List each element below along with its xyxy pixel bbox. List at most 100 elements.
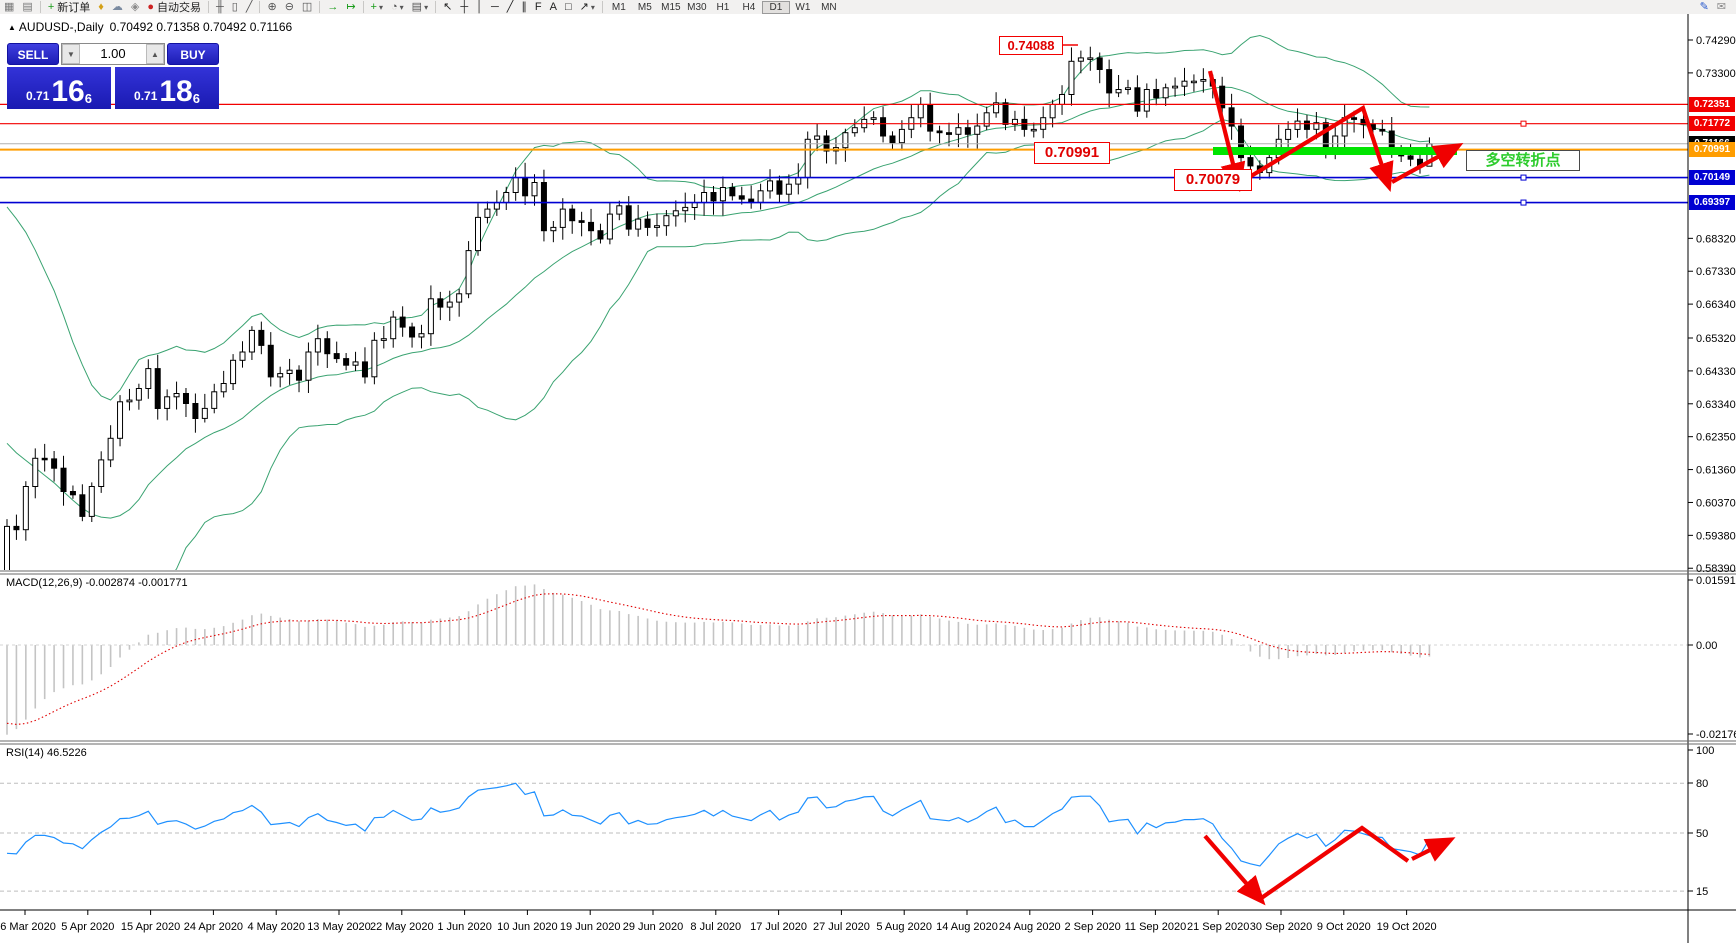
- shapes-icon: □: [564, 1, 572, 13]
- turning-point-annotation[interactable]: 多空转折点: [1466, 150, 1580, 171]
- cursor-button[interactable]: ↖: [439, 1, 456, 14]
- new-order-button[interactable]: + 新订单: [44, 1, 94, 14]
- line-chart-button[interactable]: ╱: [242, 1, 257, 14]
- sell-button[interactable]: SELL: [7, 43, 59, 65]
- timeframe-button-H4[interactable]: H4: [742, 1, 756, 13]
- chart-area[interactable]: 0.74290 0.73300 0.68320 0.67330 0.66340 0.653…: [0, 14, 1736, 943]
- candle-chart-button[interactable]: ▯: [228, 1, 242, 14]
- timeframe-button-M1[interactable]: M1: [611, 1, 626, 13]
- ohlc-values: 0.70492 0.71358 0.70492 0.71166: [109, 20, 293, 34]
- bar-chart-icon: ╫: [216, 1, 224, 13]
- fibonacci-button[interactable]: F: [531, 1, 546, 14]
- periods-icon: ◔: [391, 1, 398, 13]
- trend-arrow[interactable]: [1390, 142, 1464, 184]
- trend-arrow[interactable]: [1203, 834, 1266, 906]
- rsi-tick-label: 15: [1696, 886, 1708, 898]
- price-tick-label: 0.59380: [1696, 530, 1736, 542]
- volume-up-button[interactable]: ▲: [146, 44, 164, 64]
- periods-button[interactable]: ◔ ▾: [387, 1, 408, 14]
- auto-trading-button[interactable]: ● 自动交易: [143, 1, 205, 14]
- line-chart-icon: ╱: [245, 1, 253, 13]
- trend-arrow[interactable]: [1411, 837, 1456, 862]
- candle-body: [239, 351, 246, 361]
- text-label-button[interactable]: A: [546, 1, 561, 14]
- shapes-button[interactable]: □: [561, 1, 576, 14]
- auto-scroll-button[interactable]: →: [323, 1, 342, 14]
- candle-body: [898, 128, 905, 144]
- line-handle[interactable]: [1520, 174, 1527, 181]
- volume-stepper[interactable]: ▼ 1.00 ▲: [61, 43, 165, 65]
- templates-button[interactable]: ▤ ▾: [408, 1, 432, 14]
- timeframe-button-H1[interactable]: H1: [716, 1, 730, 13]
- price-tick-label: 0.63340: [1696, 399, 1736, 411]
- signal-button[interactable]: ◈: [127, 1, 143, 14]
- candle-body: [842, 132, 849, 149]
- candle-body: [1303, 120, 1310, 130]
- chat-button[interactable]: ✉: [1713, 1, 1730, 14]
- timeframe-button-W1[interactable]: W1: [795, 1, 811, 13]
- candle-body: [719, 187, 726, 202]
- quick-edit-button[interactable]: ✎: [1696, 1, 1713, 14]
- horizontal-line-button[interactable]: ─: [487, 1, 503, 14]
- date-tick-label: 19 Jun 2020: [560, 921, 621, 933]
- price-tick-label: 0.61360: [1696, 465, 1736, 477]
- candle-body: [1153, 89, 1160, 99]
- price-badge-pivot: 0.70991: [1689, 142, 1735, 158]
- timeframe-button-MN[interactable]: MN: [821, 1, 837, 13]
- gold-button[interactable]: ♦: [94, 1, 108, 14]
- candle-body: [1143, 89, 1150, 112]
- zoom-in-icon: ⊕: [267, 1, 277, 13]
- candle-body: [917, 104, 924, 119]
- buy-price-tile[interactable]: 0.71 18 6: [115, 67, 219, 109]
- indicators-button[interactable]: + ▾: [367, 1, 387, 14]
- date-tick-label: 19 Oct 2020: [1377, 921, 1437, 933]
- candle-body: [220, 383, 227, 393]
- low-price-annotation[interactable]: 0.70079: [1174, 169, 1252, 191]
- line-handle[interactable]: [1520, 199, 1527, 206]
- candle-body: [814, 135, 821, 140]
- candle-body: [672, 210, 679, 217]
- crosshair-button[interactable]: ┼: [456, 1, 472, 14]
- trend-arrow[interactable]: [1236, 104, 1394, 192]
- timeframe-button-M5[interactable]: M5: [637, 1, 652, 13]
- zoom-in-button[interactable]: ⊕: [263, 1, 280, 14]
- volume-input[interactable]: 1.00: [100, 46, 126, 61]
- volume-down-button[interactable]: ▼: [62, 44, 80, 64]
- buy-button[interactable]: BUY: [167, 43, 219, 65]
- main-toolbar: ▦ ▤ + 新订单 ♦ ☁ ◈ ● 自动交易 ╫ ▯ ╱ ⊕ ⊖ ◫ → ↦ + ▾ ◔ ▾ ▤ ▾ ↖ ┼ │ ─ ╱ ∥ F A □ ↗ ▾ M…: [0, 0, 1736, 15]
- arrows-button[interactable]: ↗ ▾: [576, 1, 599, 14]
- vertical-line-button[interactable]: │: [472, 1, 487, 14]
- trendline-button[interactable]: ╱: [503, 1, 518, 14]
- tile-windows-button[interactable]: ◫: [298, 1, 316, 14]
- candle-body: [1294, 120, 1301, 130]
- new-chart-button[interactable]: ▦: [0, 1, 18, 14]
- candle-body: [248, 329, 255, 353]
- candle-body: [79, 494, 86, 517]
- main-price-panel[interactable]: [4, 34, 1433, 689]
- chart-shift-button[interactable]: ↦: [342, 1, 359, 14]
- pivot-price-annotation[interactable]: 0.70991: [1034, 142, 1110, 164]
- timeframe-button-M30[interactable]: M30: [687, 1, 707, 13]
- profiles-button[interactable]: ▤: [18, 1, 36, 14]
- sell-price-tile[interactable]: 0.71 16 6: [7, 67, 111, 109]
- candle-body: [371, 339, 378, 378]
- macd-panel[interactable]: [0, 584, 1688, 735]
- date-tick-label: 21 Sep 2020: [1187, 921, 1249, 933]
- timeframe-button-M15[interactable]: M15: [661, 1, 681, 13]
- line-handle[interactable]: [1520, 120, 1527, 127]
- timeframe-button-D1[interactable]: D1: [761, 0, 790, 14]
- candle-body: [653, 225, 660, 228]
- candle-body: [446, 301, 453, 308]
- candle-body: [682, 206, 689, 212]
- cloud-button[interactable]: ☁: [108, 1, 127, 14]
- zoom-out-button[interactable]: ⊖: [281, 1, 298, 14]
- equidistant-channel-button[interactable]: ∥: [517, 1, 531, 14]
- date-tick-label: 14 Aug 2020: [936, 921, 998, 933]
- bar-chart-button[interactable]: ╫: [212, 1, 228, 14]
- trend-arrow[interactable]: [1207, 70, 1246, 193]
- high-price-annotation[interactable]: 0.74088: [999, 36, 1063, 55]
- chart-canvas[interactable]: 0.74290 0.73300 0.68320 0.67330 0.66340 0.653…: [0, 14, 1736, 943]
- rsi-panel[interactable]: [0, 782, 1688, 892]
- green-highlight-band[interactable]: [1213, 147, 1457, 155]
- trend-arrow[interactable]: [1258, 825, 1410, 901]
